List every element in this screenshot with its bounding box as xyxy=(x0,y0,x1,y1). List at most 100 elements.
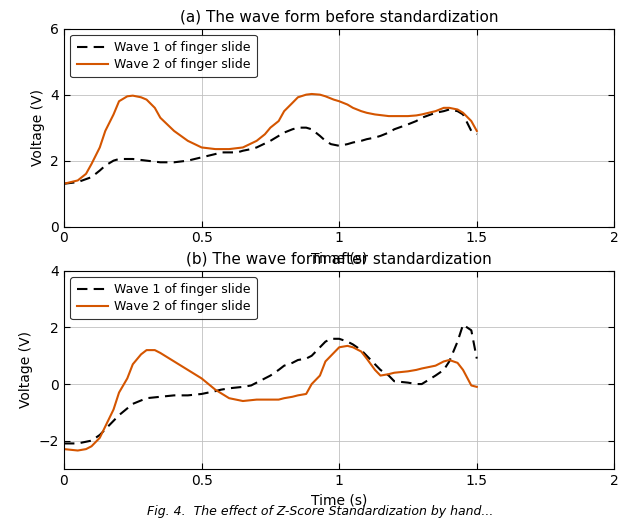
Wave 2 of finger slide xyxy=(60,446,68,452)
Wave 2 of finger slide xyxy=(376,373,384,379)
Line: Wave 1 of finger slide: Wave 1 of finger slide xyxy=(64,109,477,184)
Wave 1 of finger slide xyxy=(60,181,68,187)
Legend: Wave 1 of finger slide, Wave 2 of finger slide: Wave 1 of finger slide, Wave 2 of finger… xyxy=(70,35,257,77)
Wave 1 of finger slide xyxy=(211,151,219,157)
Wave 1 of finger slide xyxy=(390,126,398,132)
Wave 1 of finger slide xyxy=(143,157,150,164)
Wave 2 of finger slide xyxy=(467,382,475,389)
Wave 2 of finger slide xyxy=(473,128,481,134)
Wave 2 of finger slide xyxy=(198,375,205,381)
Wave 1 of finger slide xyxy=(376,367,384,373)
Wave 1 of finger slide xyxy=(88,174,95,180)
Wave 1 of finger slide xyxy=(454,339,461,345)
Wave 2 of finger slide xyxy=(344,343,351,349)
Wave 1 of finger slide xyxy=(170,159,178,166)
Wave 1 of finger slide xyxy=(363,353,371,359)
Wave 1 of finger slide xyxy=(217,150,225,156)
Wave 1 of finger slide xyxy=(376,133,384,139)
Line: Wave 1 of finger slide: Wave 1 of finger slide xyxy=(64,325,477,443)
Wave 1 of finger slide xyxy=(266,373,274,379)
Wave 1 of finger slide xyxy=(349,140,357,146)
Wave 2 of finger slide xyxy=(151,347,159,353)
Wave 1 of finger slide xyxy=(335,336,343,342)
Wave 2 of finger slide xyxy=(184,138,192,144)
Wave 1 of finger slide xyxy=(404,121,412,128)
Wave 1 of finger slide xyxy=(357,347,365,353)
Wave 1 of finger slide xyxy=(96,167,104,173)
Wave 1 of finger slide xyxy=(473,355,481,362)
Wave 1 of finger slide xyxy=(322,138,330,144)
Wave 1 of finger slide xyxy=(473,131,481,138)
Wave 2 of finger slide xyxy=(143,96,150,103)
Wave 1 of finger slide xyxy=(431,373,439,379)
Wave 1 of finger slide xyxy=(316,133,324,139)
Wave 1 of finger slide xyxy=(308,126,316,132)
Wave 2 of finger slide xyxy=(371,111,379,118)
Wave 1 of finger slide xyxy=(217,387,225,393)
Wave 1 of finger slide xyxy=(460,111,467,118)
Wave 1 of finger slide xyxy=(357,138,365,144)
Wave 2 of finger slide xyxy=(467,118,475,124)
Y-axis label: Voltage (V): Voltage (V) xyxy=(31,89,45,166)
Wave 1 of finger slide xyxy=(316,344,324,351)
Wave 2 of finger slide xyxy=(357,349,365,355)
Wave 2 of finger slide xyxy=(74,448,82,454)
Wave 1 of finger slide xyxy=(308,353,316,359)
Wave 1 of finger slide xyxy=(302,355,310,362)
Wave 1 of finger slide xyxy=(275,133,282,139)
Wave 1 of finger slide xyxy=(322,339,330,345)
Wave 1 of finger slide xyxy=(327,141,335,147)
Wave 1 of finger slide xyxy=(234,150,241,156)
Wave 1 of finger slide xyxy=(371,134,379,141)
Wave 1 of finger slide xyxy=(239,147,247,154)
Wave 1 of finger slide xyxy=(390,378,398,384)
Wave 1 of finger slide xyxy=(418,115,426,121)
Wave 1 of finger slide xyxy=(156,394,164,400)
Wave 1 of finger slide xyxy=(253,379,260,386)
Wave 1 of finger slide xyxy=(74,179,82,185)
Wave 1 of finger slide xyxy=(294,125,302,131)
Wave 1 of finger slide xyxy=(101,426,109,432)
Wave 1 of finger slide xyxy=(467,327,475,333)
Wave 1 of finger slide xyxy=(198,154,205,160)
Wave 1 of finger slide xyxy=(129,156,137,162)
X-axis label: Time (s): Time (s) xyxy=(311,251,367,265)
Wave 1 of finger slide xyxy=(289,126,296,132)
Wave 2 of finger slide xyxy=(60,181,68,187)
Wave 1 of finger slide xyxy=(198,391,205,397)
Wave 1 of finger slide xyxy=(88,438,95,444)
Wave 1 of finger slide xyxy=(445,358,453,365)
Wave 1 of finger slide xyxy=(211,388,219,394)
Wave 1 of finger slide xyxy=(418,381,426,387)
Wave 2 of finger slide xyxy=(349,105,357,111)
Wave 1 of finger slide xyxy=(109,157,117,164)
Wave 1 of finger slide xyxy=(404,379,412,386)
Wave 2 of finger slide xyxy=(198,144,205,151)
Wave 1 of finger slide xyxy=(431,110,439,116)
Wave 1 of finger slide xyxy=(184,157,192,164)
Wave 1 of finger slide xyxy=(247,382,255,389)
Wave 1 of finger slide xyxy=(363,136,371,142)
Wave 1 of finger slide xyxy=(156,159,164,166)
Wave 1 of finger slide xyxy=(371,361,379,367)
Wave 1 of finger slide xyxy=(115,156,123,162)
Wave 1 of finger slide xyxy=(440,367,447,373)
Text: Fig. 4.  The effect of Z-Score Standardization by hand...: Fig. 4. The effect of Z-Score Standardiz… xyxy=(147,505,493,518)
Wave 1 of finger slide xyxy=(184,392,192,399)
Wave 1 of finger slide xyxy=(225,150,233,156)
Wave 2 of finger slide xyxy=(211,387,219,393)
Wave 1 of finger slide xyxy=(302,125,310,131)
Wave 1 of finger slide xyxy=(143,395,150,401)
Wave 1 of finger slide xyxy=(327,336,335,342)
Wave 1 of finger slide xyxy=(385,130,392,136)
Wave 1 of finger slide xyxy=(344,141,351,147)
Wave 1 of finger slide xyxy=(60,440,68,446)
Wave 1 of finger slide xyxy=(170,392,178,399)
Wave 1 of finger slide xyxy=(344,339,351,345)
Wave 1 of finger slide xyxy=(440,108,447,114)
Wave 1 of finger slide xyxy=(109,418,117,424)
Title: (a) The wave form before standardization: (a) The wave form before standardization xyxy=(180,10,499,24)
Wave 1 of finger slide xyxy=(294,357,302,363)
Wave 1 of finger slide xyxy=(101,163,109,169)
Wave 1 of finger slide xyxy=(280,130,288,136)
